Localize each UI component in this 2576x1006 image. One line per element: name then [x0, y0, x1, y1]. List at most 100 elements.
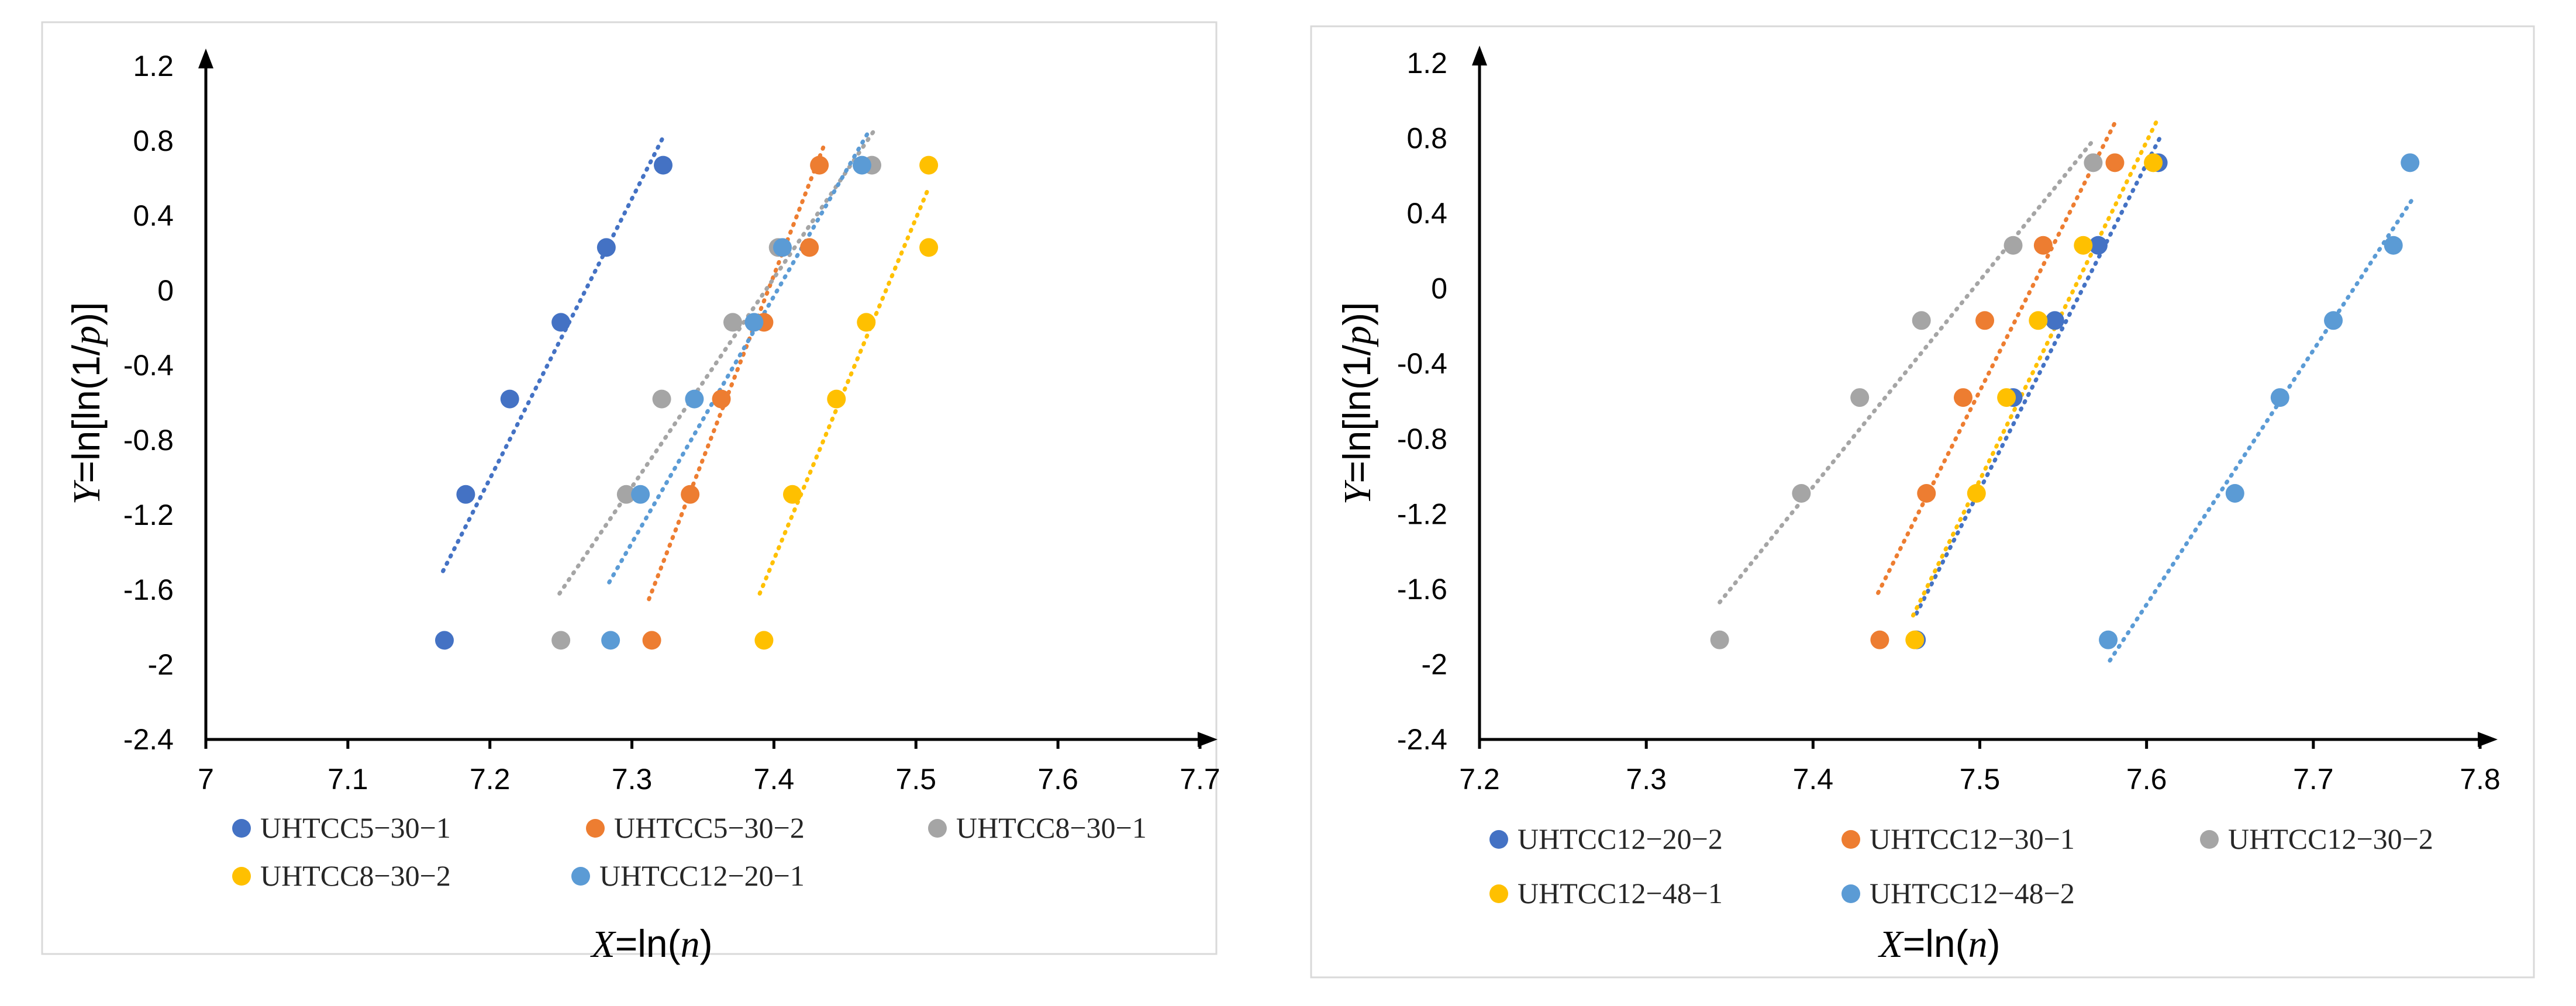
left-scatter-chart: 7 7.1 7.2 7.3 7.4 7.5 7.6 7.7 -2.4 -2 -1.6 -1.2 -0.8…	[41, 21, 1220, 966]
legend-label: UHTCC12−30−2	[2228, 822, 2433, 855]
data-point-uhtcc8-30-2	[754, 631, 774, 650]
y-tick-label: -2.4	[1397, 723, 1447, 756]
y-axis-title-close: )]	[1335, 302, 1378, 326]
legend-item-uhtcc12-20-1: UHTCC12−20−1	[571, 859, 805, 892]
y-tick-label: -1.6	[1397, 573, 1447, 606]
y-axis-title-var: Y	[1336, 479, 1379, 504]
x-tick-label: 7.6	[1037, 763, 1078, 796]
x-tick-label: 7.8	[2460, 763, 2501, 796]
y-tick-label: -2	[1422, 648, 1447, 680]
legend-marker	[2200, 830, 2219, 849]
data-point-uhtcc12-20-1	[853, 155, 871, 175]
legend-label: UHTCC12−48−2	[1870, 877, 2075, 910]
trendline-uhtcc8-30-2	[757, 185, 931, 596]
data-point-uhtcc12-30-1	[1953, 388, 1972, 407]
data-point-uhtcc12-48-2	[2384, 236, 2403, 255]
legend-item-uhtcc12-48-2: UHTCC12−48−2	[1842, 877, 2075, 910]
y-tick-label: 0	[157, 274, 174, 307]
y-axis-title: Y=ln[ln(1/p)]	[1335, 302, 1379, 505]
trendline-uhtcc12-30-2	[1718, 136, 2097, 604]
legend-marker	[1489, 884, 1508, 903]
legend-marker	[232, 819, 251, 838]
trendline-uhtcc8-30-1	[557, 127, 877, 596]
x-tick-label: 7.5	[1960, 763, 2001, 796]
legend-marker	[1842, 830, 1860, 849]
legend-item-uhtcc12-48-1: UHTCC12−48−1	[1489, 877, 1723, 910]
y-axis-title-close: )]	[64, 302, 108, 326]
y-axis-arrow	[1472, 46, 1487, 65]
y-tick-label: 1.2	[1406, 47, 1447, 79]
y-tick-label: 0.8	[1406, 122, 1447, 155]
y-axis-title: Y=ln[ln(1/p)]	[64, 302, 108, 505]
x-tick-label: 7.2	[470, 763, 511, 796]
data-point-uhtcc12-48-1	[1967, 483, 1986, 503]
x-axis-title-arg: n	[681, 923, 700, 966]
chart-frame	[1310, 25, 2535, 979]
data-point-uhtcc5-30-1	[551, 313, 571, 332]
y-tick-label: 0.4	[1406, 197, 1447, 230]
data-point-uhtcc5-30-1	[456, 485, 475, 504]
data-point-uhtcc12-20-2	[2045, 311, 2064, 330]
x-tick-label: 7	[198, 763, 214, 796]
x-axis-title: X=ln(n)	[589, 922, 712, 966]
x-axis-arrow	[1198, 732, 1218, 747]
data-point-uhtcc12-30-2	[2084, 153, 2103, 172]
legend-item-uhtcc5-30-2: UHTCC5−30−2	[586, 811, 805, 844]
y-tick-label: -1.2	[1397, 497, 1447, 530]
y-tick-label: -2	[148, 648, 174, 681]
legend-item-uhtcc12-30-1: UHTCC12−30−1	[1842, 822, 2075, 855]
data-point-uhtcc5-30-1	[435, 631, 454, 650]
legend-label: UHTCC12−48−1	[1518, 877, 1723, 910]
x-axis-title-text: =ln(	[1903, 922, 1968, 965]
x-tick-label: 7.3	[612, 763, 653, 796]
data-point-uhtcc12-30-1	[1917, 483, 1936, 503]
legend-marker	[232, 867, 251, 886]
y-tick-label: -2.4	[123, 723, 174, 756]
y-axis-arrow	[198, 49, 213, 68]
legend-marker	[586, 819, 605, 838]
data-point-uhtcc5-30-1	[500, 389, 519, 409]
y-tick-label: 1.2	[133, 50, 174, 82]
data-point-uhtcc5-30-2	[810, 155, 829, 175]
data-point-uhtcc5-30-1	[596, 238, 616, 257]
data-point-uhtcc12-48-1	[2144, 153, 2163, 172]
data-point-uhtcc12-30-2	[1710, 630, 1729, 649]
legend-item-uhtcc12-20-2: UHTCC12−20−2	[1489, 822, 1723, 855]
data-point-uhtcc12-20-1	[685, 389, 704, 409]
legend-label: UHTCC12−20−2	[1518, 822, 1723, 855]
data-point-uhtcc12-48-1	[2074, 236, 2093, 255]
trendline-uhtcc12-48-1	[1911, 119, 2159, 618]
data-point-uhtcc8-30-2	[783, 485, 802, 504]
data-point-uhtcc5-30-2	[681, 485, 700, 504]
data-point-uhtcc12-20-1	[601, 631, 620, 650]
x-axis-title-arg: n	[1968, 923, 1988, 966]
legend-marker	[571, 867, 590, 886]
data-point-uhtcc12-48-2	[2225, 483, 2244, 503]
y-axis-title-text: =ln[ln(1/	[64, 344, 108, 483]
data-point-uhtcc12-48-1	[2029, 311, 2048, 330]
legend-label: UHTCC5−30−1	[260, 811, 451, 844]
x-tick-label: 7.2	[1459, 763, 1500, 796]
x-tick-label: 7.1	[327, 763, 368, 796]
data-point-uhtcc8-30-1	[652, 389, 671, 409]
x-tick-label: 7.7	[2293, 763, 2334, 796]
data-point-uhtcc12-20-1	[744, 313, 764, 332]
data-point-uhtcc12-48-1	[1905, 630, 1925, 649]
trendline-uhtcc12-30-1	[1876, 117, 2119, 595]
y-tick-label: 0.4	[133, 199, 174, 232]
data-point-uhtcc12-48-1	[1997, 388, 2016, 407]
legend-label: UHTCC5−30−2	[614, 811, 805, 844]
legend-item-uhtcc8-30-2: UHTCC8−30−2	[232, 859, 451, 892]
y-tick-label: 0	[1431, 272, 1447, 305]
data-point-uhtcc5-30-2	[712, 389, 731, 409]
data-point-uhtcc8-30-1	[723, 313, 742, 332]
x-axis-arrow	[2478, 732, 2498, 747]
data-point-uhtcc5-30-1	[654, 155, 673, 175]
data-point-uhtcc8-30-2	[919, 238, 939, 257]
legend-item-uhtcc5-30-1: UHTCC5−30−1	[232, 811, 451, 844]
x-tick-label: 7.5	[896, 763, 937, 796]
data-point-uhtcc12-48-2	[2324, 311, 2343, 330]
data-point-uhtcc12-30-2	[2003, 236, 2023, 255]
legend-label: UHTCC8−30−2	[260, 859, 451, 892]
